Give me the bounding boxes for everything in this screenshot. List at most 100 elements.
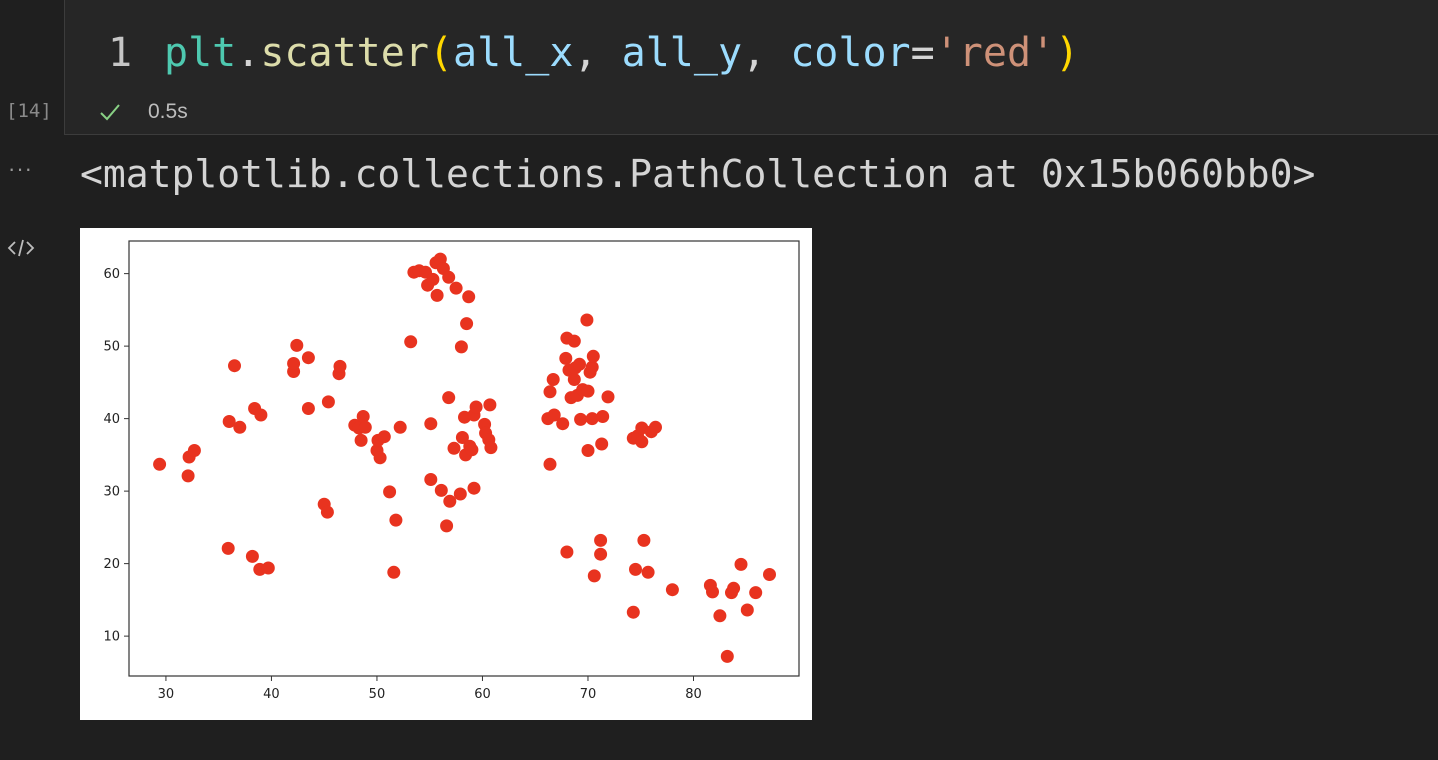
scatter-point [635, 435, 649, 449]
scatter-point [424, 473, 438, 486]
y-tick-label: 20 [103, 557, 120, 572]
scatter-point [389, 513, 403, 527]
scatter-point [560, 545, 574, 559]
scatter-point [443, 494, 457, 508]
scatter-point [567, 373, 581, 386]
code-cell[interactable] [64, 0, 1438, 135]
x-tick-label: 60 [474, 687, 491, 702]
code-token: . [236, 30, 261, 76]
scatter-point [547, 408, 561, 422]
execution-time: 0.5s [148, 100, 188, 123]
scatter-point [333, 359, 347, 373]
scatter-point [187, 444, 201, 457]
scatter-point [763, 568, 776, 581]
scatter-point [254, 408, 268, 422]
scatter-point [594, 547, 608, 561]
scatter-point [556, 417, 570, 431]
scatter-point [585, 360, 599, 374]
scatter-point [373, 451, 387, 465]
scatter-point [442, 391, 456, 405]
scatter-point [434, 483, 448, 497]
scatter-point [585, 412, 599, 426]
scatter-point [734, 557, 748, 571]
code-token: ) [1055, 30, 1080, 76]
scatter-point [454, 340, 468, 354]
scatter-point [641, 565, 655, 579]
scatter-point [404, 335, 418, 349]
scatter-point [629, 562, 642, 576]
scatter-point [484, 441, 498, 455]
scatter-point [594, 533, 608, 547]
plot-frame [128, 240, 800, 677]
scatter-point [720, 649, 734, 663]
code-token: , [742, 30, 791, 76]
scatter-point [665, 583, 679, 597]
code-token: plt [164, 30, 237, 76]
scatter-point [465, 443, 479, 457]
scatter-point [462, 290, 476, 304]
scatter-point [356, 410, 370, 423]
scatter-point [426, 272, 440, 286]
scatter-point [727, 581, 741, 595]
scatter-point [181, 469, 195, 483]
scatter-point [586, 349, 600, 363]
scatter-point [587, 569, 601, 583]
code-token: = [910, 30, 935, 76]
scatter-point [449, 281, 463, 295]
scatter-point [424, 417, 438, 431]
y-tick-label: 10 [103, 630, 120, 645]
scatter-point [649, 420, 662, 434]
check-icon [100, 104, 120, 121]
code-token: color [790, 30, 911, 76]
scatter-point [430, 288, 444, 302]
scatter-point [580, 313, 594, 327]
code-token: all_y [621, 30, 743, 76]
code-editor-line[interactable]: plt.scatter(all_x, all_y, color='red') [164, 28, 1079, 78]
y-tick-label: 50 [103, 340, 120, 355]
x-tick-label: 70 [580, 687, 597, 702]
scatter-point [290, 338, 304, 352]
scatter-point [320, 505, 334, 519]
x-tick-label: 40 [263, 687, 280, 702]
scatter-point [573, 357, 586, 371]
scatter-point [233, 420, 247, 434]
scatter-point [222, 415, 236, 428]
scatter-point [358, 420, 372, 434]
scatter-point [447, 441, 461, 455]
scatter-point [301, 351, 315, 365]
scatter-point [483, 398, 497, 412]
scatter-point [596, 410, 610, 423]
scatter-point [153, 457, 167, 471]
scatter-point [455, 431, 469, 444]
scatter-point [383, 485, 397, 499]
code-token: scatter [260, 30, 429, 76]
scatter-point [581, 384, 595, 398]
scatter-point [543, 457, 557, 471]
scatter-plot-image: 30 40 50 60 70 80 10 20 30 40 50 60 [80, 228, 812, 720]
scatter-point [706, 585, 719, 599]
scatter-point [749, 586, 763, 600]
ellipsis-icon[interactable]: ··· [8, 156, 33, 181]
code-token: ( [428, 30, 454, 76]
scatter-point [740, 603, 754, 617]
scatter-point [453, 487, 467, 501]
scatter-point [637, 533, 651, 547]
scatter-point [543, 385, 557, 399]
output-text: <matplotlib.collections.PathCollection a… [80, 152, 1316, 196]
scatter-point [393, 420, 407, 434]
scatter-point [387, 565, 401, 579]
scatter-point [469, 400, 483, 414]
scatter-point [354, 433, 368, 447]
scatter-point [601, 390, 615, 404]
scatter-point [245, 549, 259, 563]
scatter-point [440, 519, 454, 533]
line-number: 1 [108, 30, 133, 76]
scatter-point [442, 270, 456, 284]
scatter-point [460, 317, 474, 331]
scatter-point [574, 412, 588, 426]
code-icon[interactable] [6, 236, 36, 260]
x-tick-label: 30 [158, 687, 175, 702]
scatter-point [595, 437, 609, 451]
y-tick-label: 40 [103, 412, 120, 427]
scatter-point [261, 561, 275, 575]
